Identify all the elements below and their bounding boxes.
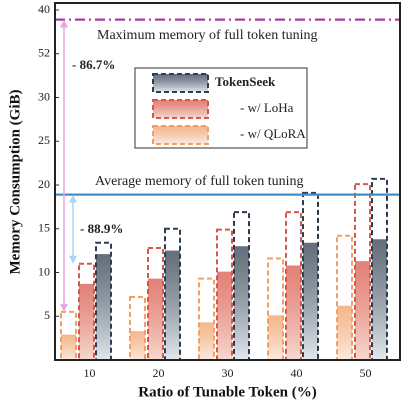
bar [268, 315, 283, 360]
bar [355, 261, 370, 360]
bar [130, 331, 145, 360]
bar [217, 271, 232, 360]
reference-label: Maximum memory of full token tuning [97, 28, 317, 43]
y-tick-label: 40 [38, 2, 50, 16]
legend-label: - w/ LoHa [240, 100, 294, 115]
legend-label: TokenSeek [215, 74, 276, 89]
y-tick-label: 5 [44, 308, 50, 322]
bar [165, 250, 180, 360]
bar [286, 265, 301, 360]
arrow-head [69, 194, 77, 264]
bar [61, 334, 76, 360]
y-axis-label: Memory Consumption (GiB) [7, 90, 23, 275]
bar [79, 283, 94, 360]
bar-outline [198, 277, 215, 361]
bar [234, 246, 249, 360]
x-tick-label: 40 [291, 366, 303, 380]
x-axis-label: Ratio of Tunable Token (%) [138, 384, 316, 400]
y-tick-label: 10 [38, 264, 50, 278]
legend-label: - w/ QLoRA [240, 126, 306, 141]
bar [303, 242, 318, 360]
x-tick-label: 10 [84, 366, 96, 380]
bar [199, 322, 214, 360]
y-tick-label: 25 [38, 133, 50, 147]
x-tick-label: 50 [360, 366, 372, 380]
annotation: - 86.7% [72, 57, 115, 72]
legend-swatch [152, 125, 209, 145]
y-tick-label: 20 [38, 177, 50, 191]
bar [148, 278, 163, 360]
bar [337, 305, 352, 360]
x-tick-label: 20 [153, 366, 165, 380]
bar [372, 239, 387, 360]
bar-outline [129, 296, 146, 361]
bar-outline [302, 191, 319, 361]
y-tick-label: 30 [38, 89, 50, 103]
reference-label: Average memory of full token tuning [95, 174, 304, 189]
legend-swatch [152, 99, 209, 119]
x-tick-label: 30 [222, 366, 234, 380]
legend-swatch [152, 73, 209, 93]
annotation: - 88.9% [80, 221, 123, 236]
bar [96, 254, 111, 360]
y-tick-label: 15 [38, 221, 50, 235]
plot-frame [54, 2, 401, 361]
y-tick-label: 52 [38, 46, 50, 60]
